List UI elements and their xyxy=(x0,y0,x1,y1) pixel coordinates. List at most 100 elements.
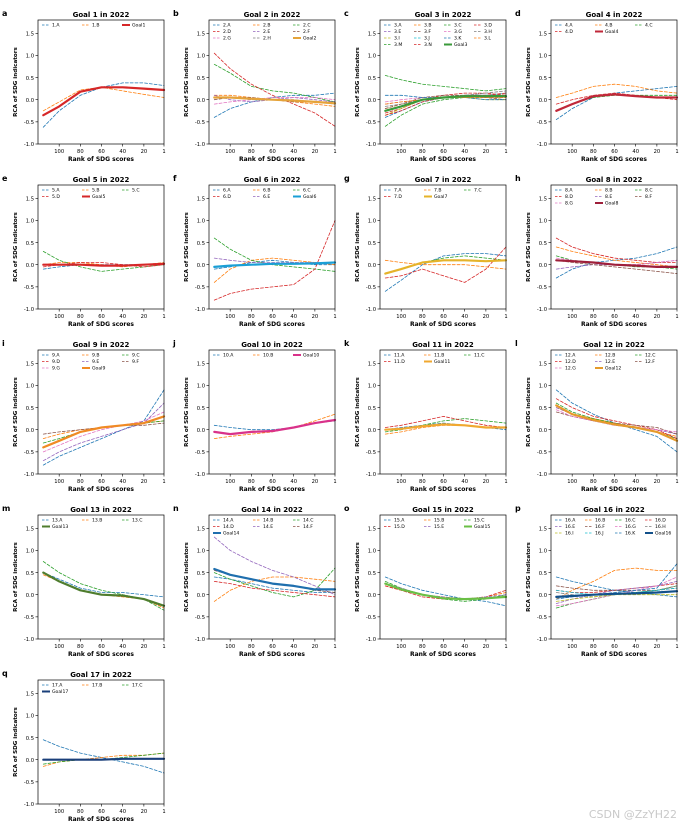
x-tick-label: 100 xyxy=(225,149,235,155)
y-tick-label: 1.5 xyxy=(368,361,376,367)
legend-label: Goal8 xyxy=(605,201,618,207)
series-line-12.A xyxy=(555,389,678,453)
legend-label: 12.E xyxy=(605,359,615,365)
panel-c: c Goal 3 in 2022 -1.0 -0.5 0.0 0.5 1.0 1.5 100 80… xyxy=(344,9,508,163)
x-tick-label: 40 xyxy=(119,149,126,155)
y-tick-label: -1.0 xyxy=(537,637,547,643)
x-axis-label: Rank of SDG scores xyxy=(581,486,647,493)
series-line-Goal6 xyxy=(213,261,337,268)
y-tick-label: 1.5 xyxy=(26,31,34,37)
panel-i: i Goal 9 in 2022 -1.0 -0.5 0.0 0.5 1.0 1.5 100 80… xyxy=(2,339,166,493)
axes-frame xyxy=(208,184,336,310)
panel-title: Goal 11 in 2022 xyxy=(412,341,474,349)
series-line-Goal7 xyxy=(384,259,508,275)
panel-letter: i xyxy=(2,339,5,348)
y-tick-label: -1.0 xyxy=(24,637,34,643)
panel-q: q Goal 17 in 2022 -1.0 -0.5 0.0 0.5 1.0 1.5 100 8… xyxy=(2,669,166,823)
y-tick-label: 0.0 xyxy=(26,428,34,434)
legend-label: Goal12 xyxy=(605,366,621,372)
y-tick-label: -0.5 xyxy=(537,615,547,621)
series-line-3.M xyxy=(384,75,507,92)
y-tick-label: 0.0 xyxy=(26,263,34,269)
x-axis-label: Rank of SDG scores xyxy=(68,816,134,823)
y-tick-label: -1.0 xyxy=(24,142,34,148)
series-line-6.B xyxy=(213,257,336,283)
x-tick-label: 1 xyxy=(504,479,507,485)
x-tick-label: 80 xyxy=(590,149,597,155)
panel-letter: j xyxy=(172,339,176,348)
y-tick-label: 1.0 xyxy=(368,54,376,60)
legend-label: 12.D xyxy=(565,359,576,365)
y-axis-label: RCA of SDG indicators xyxy=(355,377,361,447)
x-tick-label: 60 xyxy=(440,149,447,155)
legend-label: 6.B xyxy=(263,188,271,194)
x-tick-label: 100 xyxy=(396,479,406,485)
x-tick-label: 60 xyxy=(269,314,276,320)
legend-label: 12.G xyxy=(565,366,576,372)
y-tick-label: 1.0 xyxy=(197,549,205,555)
legend-label: 9.F xyxy=(132,359,139,365)
y-tick-label: 0.5 xyxy=(197,406,205,412)
legend-label: 3.A xyxy=(394,23,402,29)
legend-label: 2.A xyxy=(223,23,231,29)
y-tick-label: 1.0 xyxy=(26,54,34,60)
axes-frame xyxy=(37,514,165,640)
y-tick-label: 1.0 xyxy=(539,549,547,555)
y-tick-label: 1.0 xyxy=(197,54,205,60)
series-line-8.F xyxy=(555,259,678,275)
y-tick-label: -1.0 xyxy=(195,307,205,313)
y-tick-label: -1.0 xyxy=(366,307,376,313)
legend-label: 3.D xyxy=(484,23,492,29)
x-tick-label: 20 xyxy=(654,479,661,485)
axes-frame xyxy=(208,349,336,475)
y-axis-label: RCA of SDG indicators xyxy=(355,47,361,117)
series-line-Goal10 xyxy=(213,418,337,436)
y-tick-label: 0.0 xyxy=(368,263,376,269)
series-line-9.E xyxy=(42,402,165,462)
legend-label: 14.A xyxy=(223,518,234,524)
x-tick-label: 100 xyxy=(54,479,64,485)
x-tick-label: 20 xyxy=(654,314,661,320)
y-tick-label: 1.5 xyxy=(197,31,205,37)
x-tick-label: 40 xyxy=(632,314,639,320)
y-tick-label: 1.0 xyxy=(26,714,34,720)
y-tick-label: -1.0 xyxy=(24,472,34,478)
series-line-Goal1 xyxy=(42,86,166,117)
legend-label: 5.C xyxy=(132,188,140,194)
x-tick-label: 20 xyxy=(654,149,661,155)
x-axis-label: Rank of SDG scores xyxy=(581,321,647,328)
x-tick-label: 40 xyxy=(119,314,126,320)
x-tick-label: 20 xyxy=(483,149,490,155)
y-tick-label: -0.5 xyxy=(537,450,547,456)
series-line-1.B xyxy=(42,86,165,112)
y-axis-label: RCA of SDG indicators xyxy=(184,377,190,447)
legend-label: 4.A xyxy=(565,23,573,29)
legend-label: 1.A xyxy=(52,23,60,29)
series-line-5.C xyxy=(42,250,165,272)
y-axis-label: RCA of SDG indicators xyxy=(184,47,190,117)
legend-label: Goal11 xyxy=(434,359,450,365)
x-tick-label: 80 xyxy=(77,149,84,155)
legend-label: 16.G xyxy=(625,524,636,530)
legend-label: 15.A xyxy=(394,518,405,524)
legend-label: 16.K xyxy=(625,531,636,537)
x-tick-label: 40 xyxy=(290,644,297,650)
panel-title: Goal 1 in 2022 xyxy=(73,11,130,19)
y-tick-label: 0.5 xyxy=(197,241,205,247)
x-axis-label: Rank of SDG scores xyxy=(410,321,476,328)
legend-label: 5.B xyxy=(92,188,100,194)
panel-letter: g xyxy=(344,174,350,183)
x-tick-label: 80 xyxy=(248,149,255,155)
x-tick-label: 60 xyxy=(440,644,447,650)
y-tick-label: 1.5 xyxy=(368,31,376,37)
y-tick-label: 1.0 xyxy=(26,384,34,390)
series-line-3.H xyxy=(384,90,507,107)
legend-label: 10.A xyxy=(223,353,234,359)
y-tick-label: -1.0 xyxy=(366,637,376,643)
y-axis-label: RCA of SDG indicators xyxy=(355,212,361,282)
panel-letter: k xyxy=(344,339,350,348)
x-axis-label: Rank of SDG scores xyxy=(239,321,305,328)
x-tick-label: 100 xyxy=(396,314,406,320)
legend-label: 14.E xyxy=(263,524,273,530)
panel-title: Goal 4 in 2022 xyxy=(586,11,643,19)
